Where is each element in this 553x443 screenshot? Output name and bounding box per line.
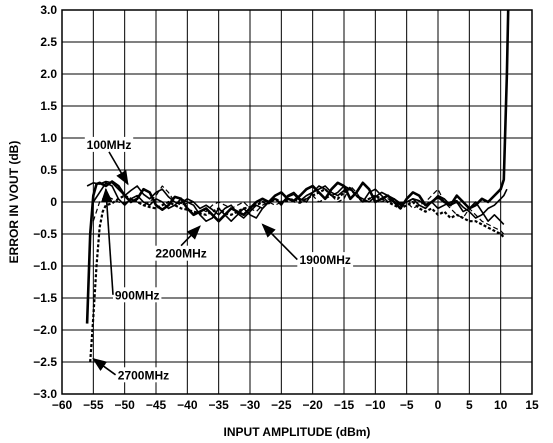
y-tick-label: −2.0: [33, 323, 57, 337]
x-tick-label: −55: [83, 398, 104, 412]
x-tick-label: −10: [365, 398, 386, 412]
annotation-bg: [113, 287, 162, 303]
annotation-arrow: [108, 151, 129, 186]
annotation-label: 2700MHz: [118, 368, 169, 382]
y-tick-label: 3.0: [40, 3, 57, 17]
x-tick-label: −35: [208, 398, 229, 412]
y-tick-label: −1.0: [33, 259, 57, 273]
y-axis-title: ERROR IN VOUT (dB): [7, 141, 21, 264]
annotation-bg: [115, 367, 172, 383]
y-tick-labels: 3.0 2.5 2.0 1.5 1.0 0.5 0 −0.5 −1.0 −1.5 −2.0 −2.5 −…: [33, 3, 57, 401]
annotation-label: 900MHz: [115, 288, 160, 302]
x-axis-title: INPUT AMPLITUDE (dBm): [224, 425, 371, 439]
x-tick-label: −5: [400, 398, 414, 412]
x-tick-labels: −60 −55 −50 −45 −40 −35 −30 −25 −20 −15 −10 −5 0 5 10 1…: [52, 398, 539, 412]
x-tick-label: −25: [271, 398, 292, 412]
x-tick-label: −30: [240, 398, 261, 412]
series-layer: [85, 9, 510, 363]
y-tick-label: 0.5: [40, 163, 57, 177]
x-tick-label: −40: [177, 398, 198, 412]
annotation-arrow: [261, 223, 298, 261]
y-tick-label: −2.5: [33, 355, 57, 369]
annotation-bg: [84, 136, 134, 152]
x-tick-label: 5: [466, 398, 473, 412]
annotation-bg: [153, 245, 209, 261]
x-tick-label: 10: [494, 398, 508, 412]
y-tick-label: −3.0: [33, 387, 57, 401]
x-tick-label: −60: [52, 398, 73, 412]
annotation-label: 100MHz: [87, 138, 132, 152]
x-tick-label: 15: [525, 398, 539, 412]
annotation-arrow: [92, 357, 117, 376]
annotation-arrow: [100, 187, 114, 295]
x-tick-label: −45: [146, 398, 167, 412]
annotations-layer: 100MHz 900MHz 2200MHz 1900MHz 2700MHz: [84, 136, 354, 383]
x-tick-label: −50: [114, 398, 135, 412]
y-tick-label: 1.5: [40, 99, 57, 113]
annotation-arrow: [180, 225, 201, 247]
series-line-2200mhz: [92, 185, 505, 235]
x-tick-label: −20: [302, 398, 323, 412]
y-tick-label: −0.5: [33, 227, 57, 241]
y-tick-label: 2.0: [40, 67, 57, 81]
x-tick-label: 0: [435, 398, 442, 412]
annotation-label: 1900MHz: [300, 253, 351, 267]
y-tick-label: −1.5: [33, 291, 57, 305]
series-line-1900mhz: [92, 182, 505, 225]
y-tick-label: 0: [50, 195, 57, 209]
annotation-label: 2200MHz: [155, 247, 206, 261]
series-line-2700mhz: [89, 188, 505, 363]
plot-frame: [61, 9, 533, 395]
y-tick-label: 2.5: [40, 35, 57, 49]
series-line-900mhz: [85, 9, 510, 324]
y-tick-label: 1.0: [40, 131, 57, 145]
annotation-bg: [297, 252, 354, 268]
x-tick-label: −15: [334, 398, 355, 412]
